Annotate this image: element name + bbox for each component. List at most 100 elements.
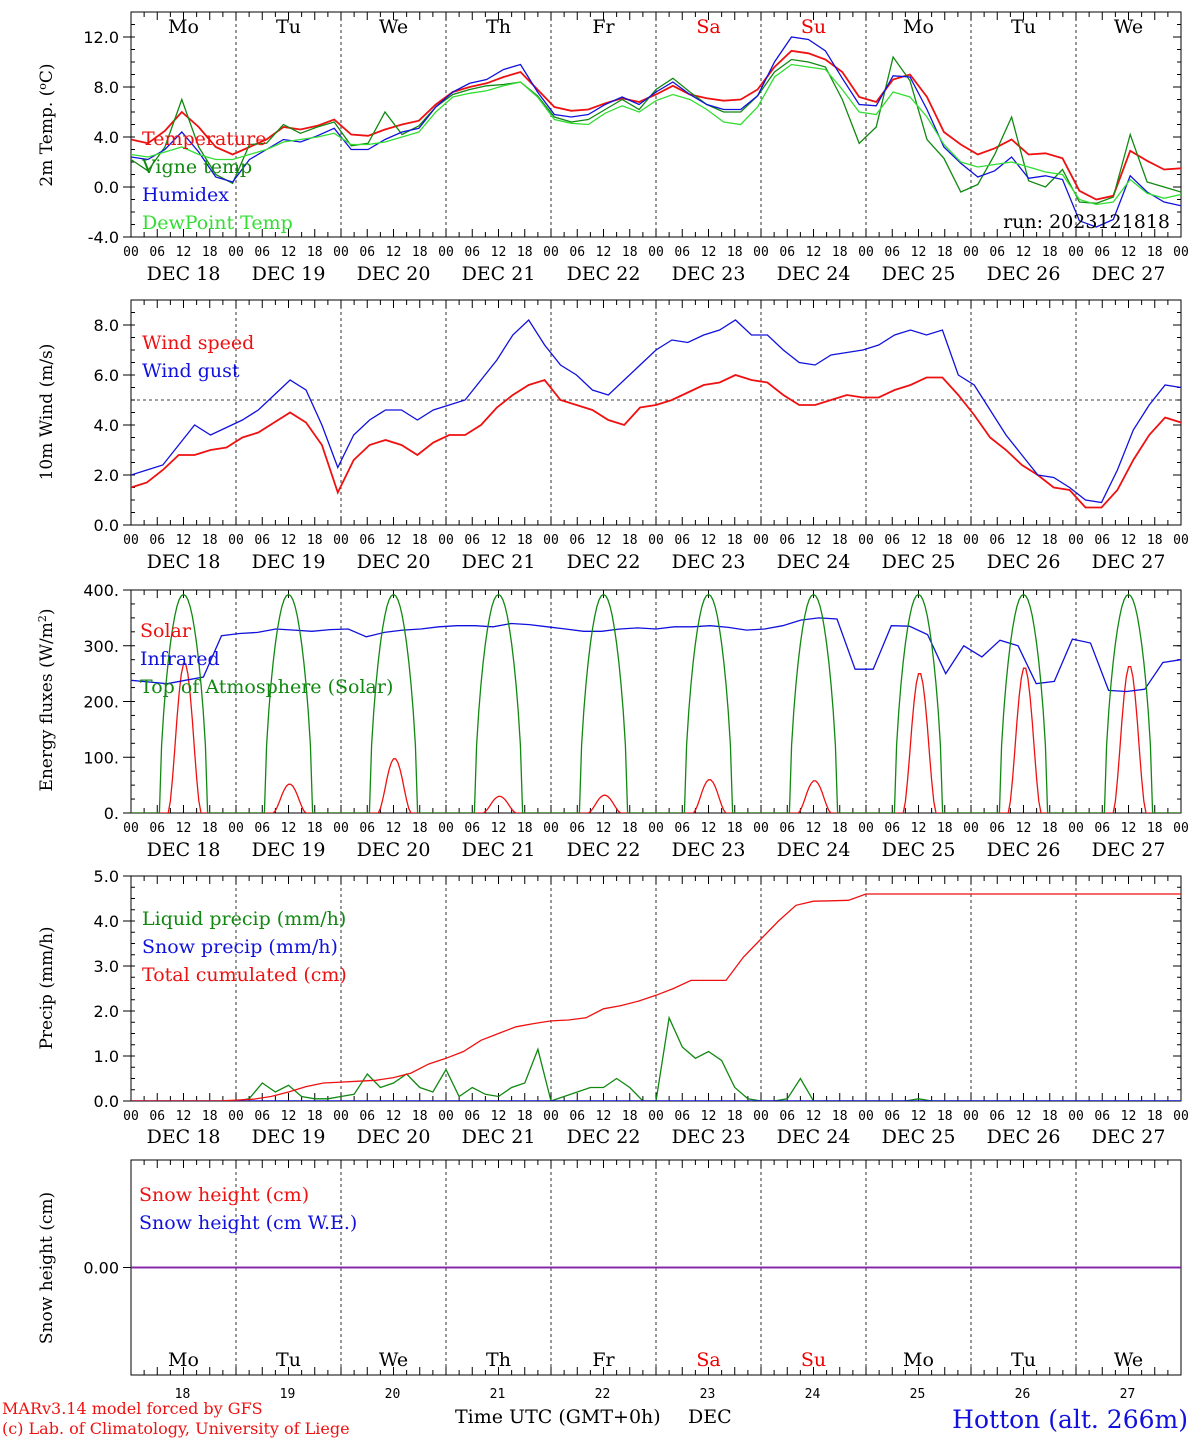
x-axis-label: Time UTC (GMT+0h) (455, 1406, 661, 1428)
hour-label: 06 (989, 821, 1005, 836)
hour-label: 18 (622, 821, 638, 836)
legend-entry: Wind speed (142, 332, 254, 354)
hour-label: 18 (727, 821, 743, 836)
day-label: DEC 20 (357, 1126, 431, 1148)
day-label: DEC 19 (252, 263, 326, 285)
hour-label: 00 (123, 245, 139, 260)
hour-label: 18 (202, 245, 218, 260)
hour-label: 00 (228, 821, 244, 836)
hour-label: 00 (1173, 533, 1189, 548)
y-tick-label: 0.00 (83, 1259, 119, 1278)
hour-label: 06 (464, 245, 480, 260)
weekday-label: We (1114, 1349, 1143, 1371)
hour-label: 18 (832, 533, 848, 548)
hour-label: 18 (937, 821, 953, 836)
day-label: DEC 27 (1092, 1126, 1166, 1148)
day-label: DEC 26 (987, 263, 1061, 285)
weekday-label: Fr (592, 1349, 615, 1371)
hour-label: 00 (1173, 1109, 1189, 1124)
legend-entry: Snow height (cm) (139, 1184, 309, 1206)
hour-label: 00 (858, 245, 874, 260)
hour-label: 00 (648, 245, 664, 260)
day-label: DEC 26 (987, 1126, 1061, 1148)
day-label: DEC 20 (357, 551, 431, 573)
hour-label: 00 (543, 1109, 559, 1124)
hour-label: 18 (202, 533, 218, 548)
hour-label: 06 (674, 533, 690, 548)
day-label: DEC 18 (147, 551, 221, 573)
hour-label: 18 (727, 533, 743, 548)
hour-label: 12 (701, 821, 717, 836)
hour-label: 00 (228, 1109, 244, 1124)
hour-label: 00 (858, 533, 874, 548)
day-label: DEC 21 (462, 551, 536, 573)
hour-label: 18 (517, 245, 533, 260)
footer-lab: (c) Lab. of Climatology, University of L… (2, 1419, 350, 1438)
hour-label: 18 (412, 533, 428, 548)
series-dewpoint-temp (131, 63, 1181, 206)
day-label: DEC 18 (147, 1126, 221, 1148)
weekday-label: Tu (1011, 16, 1036, 38)
hour-label: 06 (359, 1109, 375, 1124)
y-tick-label: 4.0 (94, 416, 119, 435)
hour-label: 12 (701, 533, 717, 548)
weekday-label: Tu (276, 1349, 301, 1371)
day-label: DEC 19 (252, 839, 326, 861)
hour-label: 06 (884, 245, 900, 260)
hour-label: 00 (438, 533, 454, 548)
hour-label: 18 (412, 245, 428, 260)
legend-entry: Wind gust (142, 360, 240, 382)
hour-label: 00 (753, 1109, 769, 1124)
hour-label: 18 (1147, 821, 1163, 836)
hour-label: 06 (779, 245, 795, 260)
hour-label: 12 (1121, 245, 1137, 260)
day-number-label: 19 (280, 1387, 296, 1402)
hour-label: 06 (254, 821, 270, 836)
panel-5: 0.00 Snow height (cm) Snow height (cm) Snow… (37, 1159, 1182, 1376)
day-number-label: 24 (805, 1387, 821, 1402)
day-label: DEC 24 (777, 551, 851, 573)
weekday-label: Tu (1011, 1349, 1036, 1371)
footer: MARv3.14 model forced by GFS (c) Lab. of… (2, 1399, 1188, 1438)
weekday-label: Sa (696, 1349, 720, 1371)
hour-label: 18 (727, 245, 743, 260)
weekday-label: Th (486, 1349, 511, 1371)
day-label: DEC 23 (672, 263, 746, 285)
hour-label: 00 (648, 1109, 664, 1124)
series-wind-gust (131, 318, 1181, 504)
hour-label: 00 (1068, 1109, 1084, 1124)
hour-label: 06 (569, 245, 585, 260)
day-label: DEC 22 (567, 839, 641, 861)
hour-label: 06 (569, 1109, 585, 1124)
hour-label: 00 (543, 245, 559, 260)
location-label: Hotton (alt. 266m) (952, 1405, 1188, 1434)
y-tick-label: 1.0 (94, 1047, 119, 1066)
hour-label: 06 (569, 533, 585, 548)
hour-label: 18 (1042, 245, 1058, 260)
hour-label: 12 (1121, 1109, 1137, 1124)
hour-label: 06 (569, 821, 585, 836)
hour-label: 12 (596, 533, 612, 548)
x-axis-month: DEC (688, 1406, 732, 1428)
hour-label: 00 (438, 821, 454, 836)
hour-label: 18 (622, 1109, 638, 1124)
hour-label: 18 (1042, 821, 1058, 836)
hour-label: 12 (281, 821, 297, 836)
y-tick-label: 200. (83, 693, 119, 712)
hour-label: 18 (937, 533, 953, 548)
series-solar (131, 663, 1181, 813)
hour-label: 18 (622, 533, 638, 548)
y-tick-label: -4.0 (88, 228, 119, 247)
weekday-label: We (379, 1349, 408, 1371)
hour-label: 12 (1016, 533, 1032, 548)
hour-label: 12 (911, 533, 927, 548)
hour-label: 00 (438, 1109, 454, 1124)
hour-label: 00 (333, 1109, 349, 1124)
day-label: DEC 21 (462, 839, 536, 861)
hour-label: 06 (149, 821, 165, 836)
series-total-cumulated-cm (131, 893, 1181, 1101)
hour-label: 06 (359, 245, 375, 260)
hour-label: 00 (1173, 821, 1189, 836)
footer-model: MARv3.14 model forced by GFS (2, 1399, 263, 1418)
series-infrared (131, 617, 1181, 693)
